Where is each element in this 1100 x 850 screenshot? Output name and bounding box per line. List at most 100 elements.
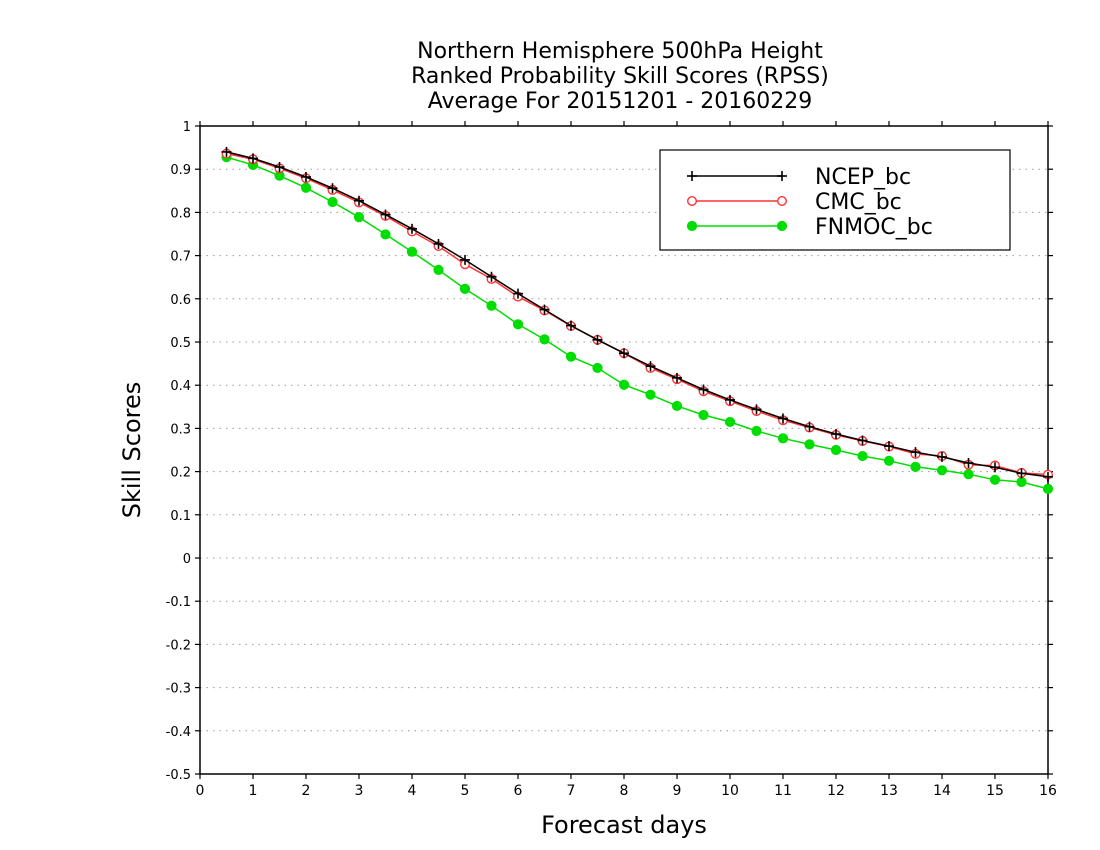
data-series bbox=[221, 146, 1054, 494]
y-tick-label: -0.1 bbox=[166, 595, 191, 610]
y-tick-label: -0.5 bbox=[166, 768, 191, 783]
data-point bbox=[619, 348, 629, 359]
data-point bbox=[804, 421, 815, 432]
x-tick-label: 11 bbox=[774, 783, 792, 799]
legend-marker bbox=[776, 220, 788, 232]
data-point bbox=[671, 400, 683, 412]
y-tick-label: 1 bbox=[183, 120, 191, 135]
data-point bbox=[592, 334, 603, 345]
data-point bbox=[804, 439, 815, 450]
x-tick-label: 8 bbox=[620, 783, 629, 799]
data-point bbox=[380, 229, 391, 240]
data-point bbox=[327, 196, 338, 208]
data-point bbox=[751, 425, 762, 437]
data-point bbox=[1042, 483, 1054, 494]
data-point bbox=[513, 288, 523, 299]
data-point bbox=[910, 447, 921, 458]
data-point bbox=[539, 304, 550, 315]
data-point bbox=[274, 162, 285, 173]
y-tick-label: 0.7 bbox=[170, 250, 191, 265]
y-tick-label: -0.4 bbox=[166, 725, 191, 740]
x-tick-label: 15 bbox=[986, 783, 1004, 799]
y-tick-label: 0.6 bbox=[170, 293, 191, 308]
data-point bbox=[698, 409, 709, 421]
grid-lines bbox=[200, 168, 1048, 732]
data-point bbox=[459, 283, 471, 294]
y-tick-label: 0.3 bbox=[170, 422, 191, 437]
x-tick-label: 2 bbox=[302, 783, 311, 799]
legend-marker bbox=[777, 171, 787, 181]
data-point bbox=[698, 384, 709, 395]
data-point bbox=[751, 404, 762, 415]
legend-label: FNMOC_bc bbox=[815, 215, 933, 240]
data-point bbox=[831, 429, 841, 440]
series-FNMOC_bc bbox=[221, 152, 1054, 494]
x-tick-label: 16 bbox=[1039, 783, 1057, 799]
data-point bbox=[433, 238, 444, 249]
data-point bbox=[645, 389, 656, 400]
data-point bbox=[354, 195, 364, 206]
data-point bbox=[592, 362, 603, 374]
title-line-3: Average For 20151201 - 20160229 bbox=[428, 89, 813, 114]
data-point bbox=[989, 474, 1001, 485]
data-point bbox=[1016, 476, 1027, 488]
data-point bbox=[672, 372, 682, 383]
data-point bbox=[936, 465, 948, 476]
data-point bbox=[1016, 468, 1027, 479]
data-point bbox=[539, 334, 550, 345]
data-point bbox=[327, 183, 338, 194]
x-tick-label: 9 bbox=[673, 783, 682, 799]
x-axis-ticks: 0 1 2 3 4 5 6 7 8 9 10 11 12 13 14 15 16 bbox=[196, 121, 1057, 799]
data-point bbox=[353, 212, 365, 223]
data-point bbox=[433, 264, 444, 275]
y-tick-label: 0.1 bbox=[170, 509, 191, 524]
data-point bbox=[460, 254, 470, 265]
data-point bbox=[407, 223, 417, 234]
x-tick-label: 6 bbox=[514, 783, 523, 799]
data-point bbox=[512, 319, 524, 330]
data-point bbox=[777, 433, 789, 444]
data-point bbox=[221, 146, 232, 157]
y-tick-label: 0.2 bbox=[170, 466, 191, 481]
y-tick-label: -0.3 bbox=[166, 682, 191, 697]
data-point bbox=[910, 461, 921, 472]
data-point bbox=[406, 246, 418, 257]
y-tick-label: 0.8 bbox=[170, 206, 191, 221]
data-point bbox=[963, 457, 974, 468]
data-point bbox=[1043, 471, 1053, 482]
chart-title: Northern Hemisphere 500hPa HeightRanked … bbox=[411, 39, 829, 114]
data-point bbox=[486, 271, 497, 282]
y-tick-label: -0.2 bbox=[166, 638, 191, 653]
title-line-1: Northern Hemisphere 500hPa Height bbox=[417, 39, 823, 64]
legend-entry-NCEP_bc: NCEP_bc bbox=[687, 165, 911, 190]
data-point bbox=[486, 300, 497, 311]
data-point bbox=[883, 455, 895, 466]
title-line-2: Ranked Probability Skill Scores (RPSS) bbox=[411, 64, 829, 89]
x-tick-label: 1 bbox=[249, 783, 258, 799]
x-tick-label: 5 bbox=[461, 783, 470, 799]
x-tick-label: 4 bbox=[408, 783, 417, 799]
legend-marker bbox=[777, 195, 788, 206]
x-tick-label: 7 bbox=[567, 783, 576, 799]
data-point bbox=[937, 451, 947, 462]
x-tick-label: 0 bbox=[196, 783, 205, 799]
x-tick-label: 14 bbox=[933, 783, 951, 799]
x-tick-label: 10 bbox=[721, 783, 739, 799]
legend-marker bbox=[686, 220, 698, 232]
data-point bbox=[990, 462, 1000, 473]
series-line bbox=[226, 151, 1049, 478]
y-tick-label: 0.4 bbox=[170, 379, 191, 394]
data-point bbox=[857, 435, 868, 446]
data-point bbox=[884, 441, 894, 452]
data-point bbox=[857, 450, 868, 462]
data-point bbox=[645, 361, 656, 372]
data-point bbox=[248, 153, 258, 164]
data-point bbox=[724, 416, 736, 428]
x-tick-label: 13 bbox=[880, 783, 898, 799]
x-tick-label: 3 bbox=[355, 783, 364, 799]
data-point bbox=[725, 394, 735, 405]
legend-entry-CMC_bc: CMC_bc bbox=[687, 190, 902, 215]
legend-marker bbox=[687, 171, 697, 181]
